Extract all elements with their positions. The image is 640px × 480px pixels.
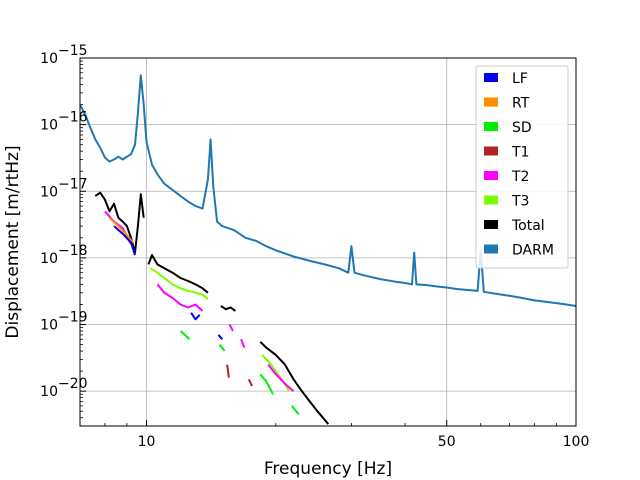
legend-swatch-t2	[484, 171, 498, 180]
y-tick-base: 10	[40, 51, 58, 67]
legend-swatch-t1	[484, 146, 498, 156]
series-line-sd	[218, 343, 226, 352]
y-tick-exponent: −16	[58, 110, 88, 126]
legend: LF RT SD T1 T2 T3 Total DARM	[475, 65, 569, 269]
y-tick-exponent: −15	[58, 43, 88, 59]
y-tick-exponent: −20	[58, 376, 88, 392]
series-line-darm	[80, 74, 576, 307]
x-axis-label: Frequency [Hz]	[264, 459, 392, 479]
legend-label-darm: DARM	[512, 243, 554, 259]
y-axis-label: Displacement [m/rtHz]	[3, 145, 23, 338]
y-tick-exponent: −19	[58, 310, 88, 326]
legend-swatch-total	[484, 220, 498, 229]
legend-swatch-rt	[484, 97, 498, 107]
series-line-t2	[267, 363, 295, 392]
y-tick-label: 10	[40, 118, 58, 134]
legend-label-t3: T3	[511, 194, 529, 210]
x-axis-ticks: 10 50 100	[138, 420, 590, 450]
series-line-t1	[226, 364, 230, 378]
legend-label-t1: T1	[511, 145, 529, 161]
y-tick-exponent: −17	[58, 176, 88, 192]
y-tick-label: 10	[40, 184, 58, 200]
legend-swatch-sd	[484, 122, 498, 131]
series-line-lf	[217, 334, 223, 340]
legend-frame	[475, 65, 569, 269]
y-tick-exponent: −18	[58, 243, 88, 259]
x-tick-label: 50	[438, 434, 456, 450]
series-line-sd	[179, 330, 191, 341]
y-tick-base: 10	[40, 184, 58, 200]
series-line-lf	[113, 225, 136, 256]
y-tick-label: 10	[40, 318, 58, 334]
series-line-sd	[291, 405, 300, 415]
series-sd	[179, 330, 300, 415]
y-tick-base: 10	[40, 384, 58, 400]
legend-swatch-t3	[484, 195, 498, 205]
series-line-sd	[259, 373, 274, 395]
y-tick-base: 10	[40, 251, 58, 267]
legend-label-total: Total	[511, 218, 545, 234]
y-tick-base: 10	[40, 118, 58, 134]
series-line-total	[94, 191, 145, 254]
series-lf	[113, 225, 223, 340]
legend-swatch-darm	[484, 244, 498, 254]
series-line-t2	[240, 338, 246, 348]
legend-swatch-lf	[484, 73, 498, 82]
series-line-rt	[108, 217, 134, 244]
series-line-total	[259, 341, 330, 425]
legend-label-t2: T2	[511, 169, 529, 185]
series-total	[94, 191, 330, 425]
series-t1	[226, 364, 253, 387]
y-tick-label: 10	[40, 51, 58, 67]
y-tick-base: 10	[40, 318, 58, 334]
legend-label-rt: RT	[512, 96, 530, 112]
y-tick-label: 10	[40, 384, 58, 400]
x-tick-label: 10	[138, 434, 156, 450]
series-t2	[104, 210, 295, 392]
legend-label-sd: SD	[512, 120, 532, 136]
series-darm	[80, 74, 576, 307]
y-tick-label: 10	[40, 251, 58, 267]
series-line-t2	[228, 324, 234, 332]
plot-frame	[79, 57, 577, 427]
series-line-t3	[149, 267, 209, 300]
series-line-t2	[156, 283, 204, 312]
series-layer	[80, 74, 576, 425]
x-tick-label: 100	[563, 434, 590, 450]
series-line-t1	[247, 378, 253, 387]
series-line-lf	[190, 312, 201, 321]
series-line-total	[220, 305, 236, 312]
series-line-total	[147, 254, 209, 294]
series-rt	[108, 217, 134, 244]
legend-label-lf: LF	[512, 71, 528, 87]
